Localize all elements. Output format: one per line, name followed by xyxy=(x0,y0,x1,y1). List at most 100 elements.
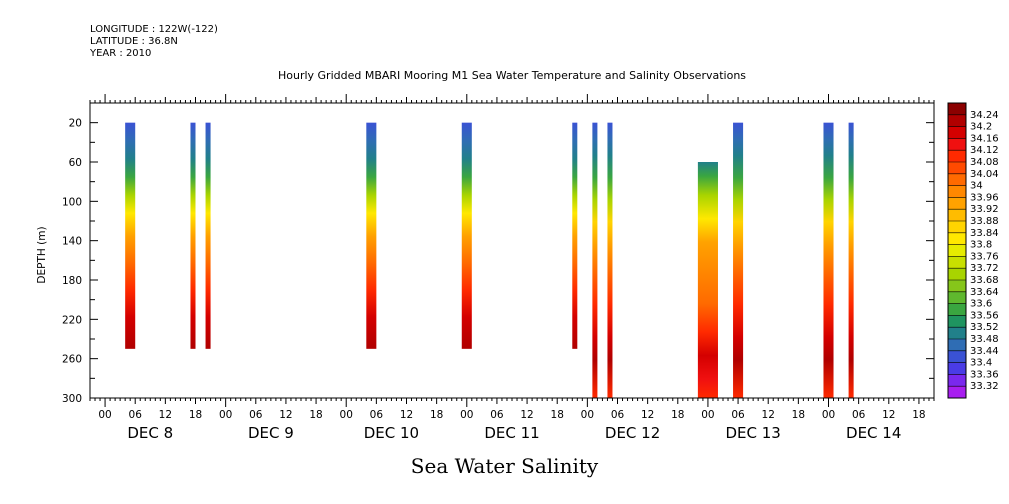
x-tick-label: 18 xyxy=(671,409,684,421)
x-tick-label: 06 xyxy=(731,409,745,421)
metadata-block: LONGITUDE : 122W(-122) LATITUDE : 36.8N … xyxy=(90,24,218,60)
x-tick-label: 00 xyxy=(340,409,353,421)
colorbar-swatch xyxy=(948,244,966,257)
colorbar-label: 33.56 xyxy=(970,310,999,321)
x-day-label: DEC 13 xyxy=(725,424,780,442)
colorbar-swatch xyxy=(948,232,966,245)
x-tick-label: 12 xyxy=(159,409,172,421)
y-tick-label: 100 xyxy=(62,196,82,208)
x-tick-label: 00 xyxy=(581,409,594,421)
colorbar-swatch xyxy=(948,386,966,399)
colorbar-swatch xyxy=(948,291,966,304)
colorbar-swatch xyxy=(948,150,966,163)
x-tick-label: 00 xyxy=(460,409,473,421)
variable-title: Sea Water Salinity xyxy=(410,454,599,478)
colorbar-label: 33.84 xyxy=(970,228,999,239)
colorbar-label: 33.48 xyxy=(970,334,999,345)
colorbar-label: 34.24 xyxy=(970,110,999,121)
x-tick-label: 00 xyxy=(219,409,232,421)
x-day-label: DEC 14 xyxy=(846,424,901,442)
salinity-column xyxy=(366,122,377,349)
x-day-label: DEC 9 xyxy=(248,424,294,442)
colorbar-swatch xyxy=(948,103,966,116)
colorbar-swatch xyxy=(948,209,966,222)
colorbar-swatch xyxy=(948,339,966,352)
colorbar-label: 33.88 xyxy=(970,216,999,227)
salinity-column xyxy=(190,122,196,349)
salinity-column xyxy=(607,122,613,399)
y-tick-label: 220 xyxy=(62,314,82,326)
colorbar-swatch xyxy=(948,197,966,210)
y-axis: 20 60 100 140 180 220 260 300 xyxy=(62,118,934,405)
salinity-column xyxy=(572,122,578,349)
x-day-label: DEC 10 xyxy=(364,424,419,442)
colorbar-swatch xyxy=(948,362,966,375)
colorbar-label: 33.44 xyxy=(970,346,999,357)
x-day-label: DEC 11 xyxy=(484,424,539,442)
x-tick-label: 00 xyxy=(701,409,714,421)
colorbar-swatch xyxy=(948,138,966,151)
x-tick-label: 06 xyxy=(370,409,384,421)
colorbar-swatch xyxy=(948,256,966,269)
x-tick-label: 12 xyxy=(641,409,654,421)
x-axis: 00 06 12 18 00 06 12 18 00 06 12 18 00 06 12 18 00 06 12 18… xyxy=(89,94,935,442)
x-tick-label: 18 xyxy=(189,409,202,421)
colorbar-label: 33.8 xyxy=(970,240,992,251)
colorbar-label: 34.16 xyxy=(970,133,999,144)
colorbar-swatch xyxy=(948,280,966,293)
salinity-column xyxy=(733,122,744,399)
plot-frame xyxy=(89,102,935,399)
x-tick-label: 06 xyxy=(249,409,263,421)
colorbar-swatch xyxy=(948,350,966,363)
x-tick-label: 06 xyxy=(490,409,504,421)
salinity-column xyxy=(823,122,834,399)
y-tick-label: 300 xyxy=(62,393,82,405)
y-axis-label: DEPTH (m) xyxy=(36,226,48,283)
colorbar-label: 33.68 xyxy=(970,275,999,286)
longitude-label: LONGITUDE : 122W(-122) xyxy=(90,24,218,35)
colorbar-label: 33.4 xyxy=(970,358,992,369)
colorbar-swatch xyxy=(948,374,966,387)
x-tick-label: 00 xyxy=(98,409,111,421)
salinity-column xyxy=(592,122,598,399)
colorbar-label: 34.08 xyxy=(970,157,999,168)
colorbar-swatch xyxy=(948,173,966,186)
y-tick-label: 60 xyxy=(69,157,82,169)
x-day-label: DEC 12 xyxy=(605,424,660,442)
x-tick-label: 00 xyxy=(822,409,835,421)
x-tick-label: 12 xyxy=(882,409,895,421)
salinity-column xyxy=(697,162,718,398)
y-tick-label: 20 xyxy=(69,118,82,130)
x-tick-label: 06 xyxy=(852,409,866,421)
colorbar-label: 33.52 xyxy=(970,322,999,333)
colorbar-label: 34.04 xyxy=(970,169,999,180)
salinity-column xyxy=(205,122,211,349)
colorbar-swatch xyxy=(948,268,966,281)
x-tick-label: 06 xyxy=(129,409,143,421)
colorbar-swatch xyxy=(948,315,966,328)
colorbar-label: 33.64 xyxy=(970,287,999,298)
colorbar-swatch xyxy=(948,126,966,139)
colorbar-frame xyxy=(947,102,967,399)
colorbar-label: 33.72 xyxy=(970,263,999,274)
y-tick-label: 180 xyxy=(62,275,82,287)
salinity-column xyxy=(848,122,854,399)
x-day-label: DEC 8 xyxy=(127,424,173,442)
x-tick-label: 12 xyxy=(520,409,533,421)
x-tick-label: 18 xyxy=(309,409,322,421)
colorbar-swatch xyxy=(948,185,966,198)
colorbar-label: 34.2 xyxy=(970,122,992,133)
colorbar-swatch xyxy=(948,114,966,127)
salinity-column xyxy=(125,122,136,349)
colorbar-label: 34 xyxy=(970,181,983,192)
y-tick-label: 260 xyxy=(62,354,82,366)
x-tick-label: 18 xyxy=(430,409,443,421)
colorbar-label: 33.32 xyxy=(970,381,999,392)
colorbar: 34.2434.234.1634.1234.0834.043433.9633.9… xyxy=(947,102,999,399)
x-tick-label: 18 xyxy=(551,409,564,421)
colorbar-label: 33.92 xyxy=(970,204,999,215)
data-columns xyxy=(125,122,854,399)
x-tick-label: 12 xyxy=(400,409,413,421)
chart-title: Hourly Gridded MBARI Mooring M1 Sea Wate… xyxy=(277,69,747,82)
